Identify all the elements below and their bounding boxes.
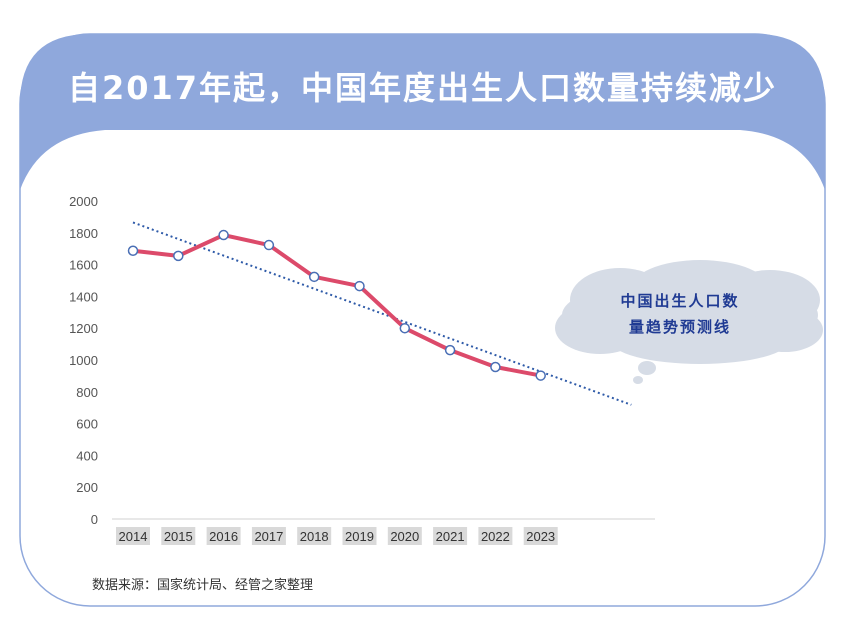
y-tick-label: 0 [91,512,98,527]
y-tick-label: 1000 [69,353,98,368]
x-tick-background [161,527,196,545]
callout-line-2: 量趋势预测线 [628,318,731,336]
callout-line-1: 中国出生人口数 [620,292,740,310]
x-tick-background [478,527,513,545]
y-tick-label: 1200 [69,321,98,336]
y-tick-label: 200 [76,480,98,495]
x-tick-label: 2014 [119,529,148,544]
x-tick-label: 2018 [300,529,329,544]
y-tick-label: 600 [76,417,98,432]
x-tick-label: 2017 [254,529,283,544]
x-tick-background [116,527,150,545]
data-point [535,370,546,381]
data-point [490,361,501,373]
y-tick-label: 2000 [69,194,98,209]
y-tick-label: 800 [76,385,98,400]
x-tick-background [206,527,241,545]
x-tick-background [251,527,286,545]
x-tick-background [387,527,422,545]
callout-cloud [555,260,823,384]
x-tick-background [342,527,377,545]
data-point [399,322,411,334]
x-tick-background [523,527,558,545]
data-point [354,280,365,292]
x-tick-background [433,527,468,545]
x-tick-label: 2021 [436,529,465,544]
x-tick-label: 2019 [345,529,374,544]
data-point [218,229,229,241]
y-tick-label: 1400 [69,289,98,304]
data-point [263,239,275,251]
x-tick-label: 2020 [390,529,419,544]
page-title: 自2017年起，中国年度出生人口数量持续减少 [67,69,778,107]
x-tick-label: 2023 [526,529,555,544]
x-tick-label: 2016 [209,529,238,544]
x-tick-background [297,527,332,545]
y-tick-label: 400 [76,448,98,463]
data-point [308,271,320,283]
y-tick-label: 1800 [69,226,98,241]
series-line [132,233,542,378]
x-tick-label: 2022 [481,529,510,544]
data-point [127,245,139,257]
data-point [444,344,456,356]
x-tick-label: 2015 [164,529,193,544]
source-note: 数据来源：国家统计局、经管之家整理 [92,578,314,593]
y-tick-label: 1600 [69,258,98,273]
trend-line [132,221,632,406]
callout-text: 中国出生人口数 量趋势预测线 [585,288,775,340]
header-band [20,34,825,190]
data-point [173,250,184,262]
